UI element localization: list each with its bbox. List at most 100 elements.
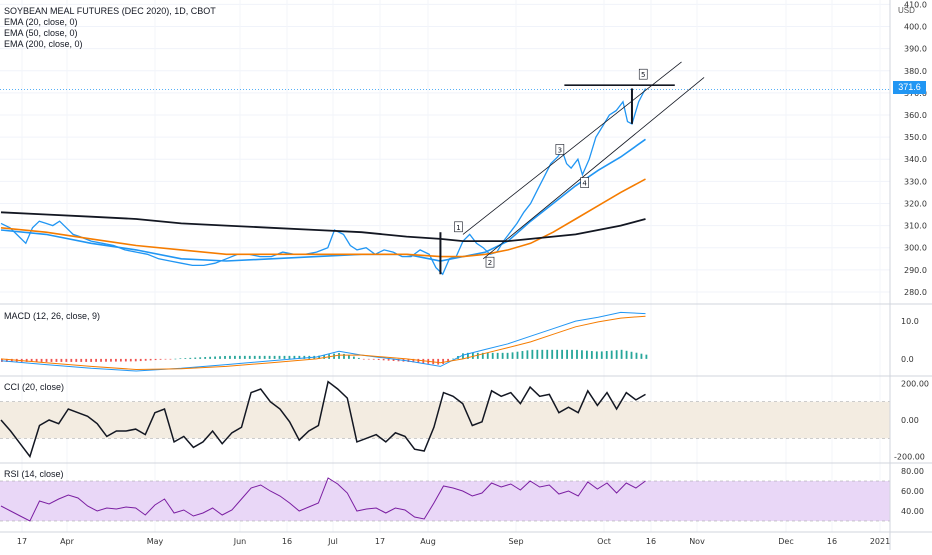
currency-unit: USD xyxy=(898,6,915,15)
macd-histogram-bar xyxy=(561,349,564,359)
macd-histogram-bar xyxy=(387,358,390,361)
macd-histogram-bar xyxy=(501,352,504,359)
price-tick-label: 280.0 xyxy=(904,288,927,297)
macd-histogram-bar xyxy=(452,358,454,360)
ema200-legend[interactable]: EMA (200, close, 0) xyxy=(4,39,83,49)
time-tick-label: Apr xyxy=(60,537,75,546)
rsi-line xyxy=(0,477,646,522)
macd-histogram-bar xyxy=(243,355,246,359)
ema20-legend[interactable]: EMA (20, close, 0) xyxy=(4,17,78,27)
macd-histogram-bar xyxy=(189,357,192,359)
macd-histogram-bar xyxy=(273,355,276,359)
macd-histogram-bar xyxy=(219,356,221,359)
macd-histogram-bar xyxy=(194,357,197,359)
macd-histogram-bar xyxy=(25,358,28,362)
macd-histogram-bar xyxy=(571,349,573,359)
macd-histogram-bar xyxy=(521,351,524,359)
wave-label-box xyxy=(454,221,463,233)
macd-histogram-bar xyxy=(75,358,78,362)
price-tick-label: 380.0 xyxy=(904,67,927,76)
macd-histogram-bar xyxy=(263,355,266,359)
rsi-band xyxy=(0,481,890,521)
macd-histogram-bar xyxy=(352,356,355,359)
macd-histogram-bar xyxy=(80,358,83,362)
macd-histogram-bar xyxy=(367,358,370,360)
price-tick-label: 340.0 xyxy=(904,155,927,164)
indicator-tick-label: 40.00 xyxy=(901,507,924,516)
time-tick-label: Dec xyxy=(778,537,793,546)
macd-histogram-bar xyxy=(338,352,340,359)
macd-histogram-bar xyxy=(40,358,43,362)
macd-histogram-bar xyxy=(248,355,251,359)
wave-label: 3 xyxy=(558,146,562,154)
annotations-layer: 1 2 3 4 5 xyxy=(0,61,890,275)
macd-histogram-bar xyxy=(55,358,58,362)
macd-histogram-bar xyxy=(348,355,350,359)
macd-histogram-bar xyxy=(154,358,157,361)
macd-histogram-bar xyxy=(100,358,102,362)
macd-histogram-bar xyxy=(467,352,469,359)
ema50-legend[interactable]: EMA (50, close, 0) xyxy=(4,28,78,38)
macd-histogram-bar xyxy=(481,352,484,359)
wave-label-box xyxy=(638,68,648,80)
macd-histogram-bar xyxy=(382,358,385,361)
cci-line xyxy=(0,380,646,459)
macd-histogram-bar xyxy=(184,358,187,359)
macd-histogram-bar xyxy=(105,358,107,362)
instrument-title: SOYBEAN MEAL FUTURES (DEC 2020), 1D, CBO… xyxy=(4,6,216,16)
macd-histogram-bar xyxy=(129,358,132,362)
price-tick-label: 290.0 xyxy=(904,266,927,275)
macd-histogram-bar xyxy=(635,352,638,359)
macd-histogram-bar xyxy=(486,352,489,359)
macd-histogram-bar xyxy=(164,358,167,360)
cci-legend[interactable]: CCI (20, close) xyxy=(4,382,65,392)
macd-histogram-bar xyxy=(124,358,127,362)
wave-label-box xyxy=(555,144,565,155)
macd-histogram-bar xyxy=(318,355,321,359)
macd-histogram-bar xyxy=(491,352,494,359)
macd-histogram-bar xyxy=(169,358,172,360)
macd-histogram-bar xyxy=(229,355,231,359)
macd-histogram-bar xyxy=(179,358,182,360)
macd-histogram-bar xyxy=(134,358,137,362)
macd-histogram-bar xyxy=(45,358,48,362)
macd-histogram-bar xyxy=(581,350,583,359)
time-tick-label: Nov xyxy=(689,537,705,546)
macd-histogram-bar xyxy=(323,354,326,359)
time-tick-label: Aug xyxy=(420,537,436,546)
macd-histogram-bar xyxy=(159,358,162,360)
macd-histogram-bar xyxy=(590,351,593,359)
indicator-tick-label: 0.00 xyxy=(901,416,919,425)
macd-histogram-bar xyxy=(576,349,578,359)
macd-histogram-bar xyxy=(85,358,88,362)
macd-histogram-bar xyxy=(60,358,63,362)
macd-histogram-bar xyxy=(586,350,588,359)
macd-histogram-bar xyxy=(35,358,38,362)
macd-histogram-bar xyxy=(640,353,643,359)
macd-histogram-bar xyxy=(278,355,281,359)
macd-histogram-bar xyxy=(516,351,519,359)
channel_lower xyxy=(482,77,705,260)
time-tick-label: Jun xyxy=(233,537,247,546)
time-tick-label: May xyxy=(147,537,164,546)
indicator-tick-label: 60.00 xyxy=(901,487,924,496)
price-tick-label: 410.0 xyxy=(904,0,927,9)
macd-histogram-bar xyxy=(496,352,499,359)
price-tick-label: 330.0 xyxy=(904,177,927,186)
wave-label: 5 xyxy=(641,71,645,79)
macd-histogram-bar xyxy=(204,357,207,359)
macd-histogram-bar xyxy=(447,358,449,362)
macd-histogram-bar xyxy=(362,358,365,360)
macd-histogram-bar xyxy=(357,357,360,359)
series-1 xyxy=(0,138,646,262)
price-tick-label: 350.0 xyxy=(904,133,927,142)
macd-histogram-bar xyxy=(471,352,474,359)
macd-histogram-bar xyxy=(437,358,440,365)
macd-histogram-bar xyxy=(298,355,301,359)
indicator-tick-label: 80.00 xyxy=(901,467,924,476)
rsi-legend[interactable]: RSI (14, close) xyxy=(4,469,64,479)
wave-label-box xyxy=(485,256,495,268)
macd-legend[interactable]: MACD (12, 26, close, 9) xyxy=(4,311,101,321)
